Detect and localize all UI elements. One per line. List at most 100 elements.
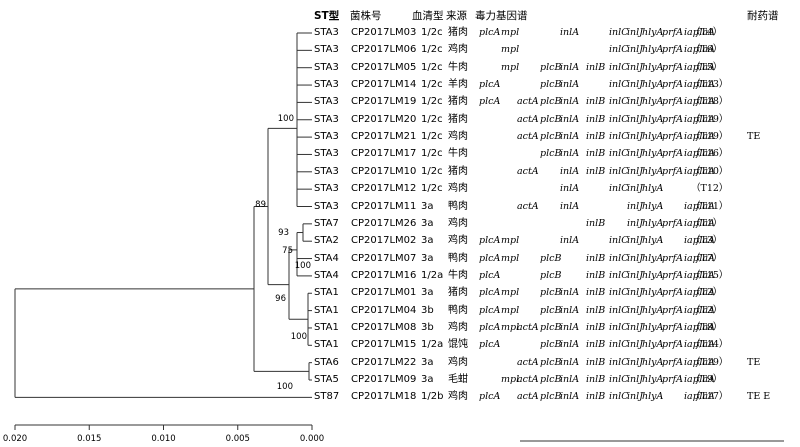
gene-inlc: inlC — [609, 131, 629, 143]
source-label: 猪肉 — [448, 96, 468, 108]
gene-plcb: plcB — [540, 61, 562, 73]
strain-label: CP2017LM12 — [351, 183, 417, 195]
gene-plca: plcA — [479, 269, 501, 281]
gene-inlc: inlC — [609, 321, 629, 333]
serotype-label: 3a — [421, 356, 434, 368]
serotype-label: 1/2c — [421, 61, 443, 73]
strain-label: CP2017LM26 — [351, 217, 417, 229]
type-label: （T18） — [691, 96, 729, 108]
gene-inlc: inlC — [609, 235, 629, 247]
serotype-label: 1/2a — [421, 269, 444, 281]
header-resistance: 耐药谱 — [747, 10, 779, 22]
gene-acta: actA — [517, 200, 539, 212]
gene-hlya: hlyA — [642, 183, 664, 195]
gene-plcb: plcB — [540, 148, 562, 160]
gene-flaa: flaA — [696, 269, 715, 281]
gene-iap: iap — [684, 252, 699, 264]
gene-inlj: inlJ — [627, 269, 644, 281]
gene-inlj: inlJ — [627, 391, 644, 403]
gene-inlb: inlB — [586, 252, 606, 264]
serotype-label: 3a — [421, 200, 434, 212]
gene-inlj: inlJ — [627, 217, 644, 229]
bootstrap-label: 100 — [276, 382, 293, 392]
strain-label: CP2017LM16 — [351, 269, 417, 281]
serotype-label: 3a — [421, 252, 434, 264]
bootstrap-label: 100 — [290, 332, 307, 342]
strain-label: CP2017LM11 — [351, 200, 417, 212]
type-label: （T12） — [691, 183, 729, 195]
strain-label: CP2017LM03 — [351, 27, 417, 38]
gene-plcb: plcB — [540, 113, 562, 125]
serotype-label: 1/2b — [421, 391, 444, 403]
header-strain: 菌株号 — [350, 10, 382, 22]
gene-flaa: flaA — [696, 96, 715, 108]
gene-inlj: inlJ — [627, 356, 644, 368]
strain-label: CP2017LM08 — [351, 321, 417, 333]
gene-plcb: plcB — [540, 304, 562, 316]
gene-prfa: prfA — [662, 27, 683, 38]
header-st: ST型 — [314, 10, 340, 22]
strain-label: CP2017LM04 — [351, 304, 417, 316]
gene-flaa: flaA — [696, 165, 715, 177]
gene-flaa: flaA — [696, 61, 715, 73]
gene-inlc: inlC — [609, 79, 629, 91]
st-label: ST87 — [314, 391, 340, 403]
gene-flaa: flaA — [696, 321, 715, 333]
gene-prfa: prfA — [662, 165, 683, 177]
st-label: STA1 — [314, 287, 339, 299]
gene-prfa: prfA — [662, 269, 683, 281]
gene-plca: plcA — [479, 391, 501, 403]
scale-tick-label: 0.000 — [299, 434, 325, 444]
strain-label: CP2017LM22 — [351, 356, 417, 368]
gene-acta: actA — [517, 391, 539, 403]
gene-inlb: inlB — [586, 287, 606, 299]
gene-plcb: plcB — [540, 269, 562, 281]
st-label: STA3 — [314, 113, 339, 125]
gene-iap: iap — [684, 287, 699, 299]
gene-inlc: inlC — [609, 287, 629, 299]
gene-plcb: plcB — [540, 287, 562, 299]
type-label: （T5） — [691, 61, 723, 73]
type-label: （T19） — [691, 356, 729, 368]
gene-iap: iap — [684, 44, 699, 56]
source-label: 羊肉 — [448, 79, 468, 91]
gene-inlb: inlB — [586, 148, 606, 160]
gene-inlj: inlJ — [627, 113, 644, 125]
type-label: （T15） — [691, 269, 729, 281]
gene-acta: actA — [517, 96, 539, 108]
gene-inlc: inlC — [609, 269, 629, 281]
gene-iap: iap — [684, 235, 699, 247]
st-label: STA3 — [314, 44, 339, 56]
type-label: （T2） — [691, 287, 723, 299]
gene-inlc: inlC — [609, 96, 629, 108]
gene-plcb: plcB — [540, 252, 562, 264]
gene-hlya: hlyA — [642, 131, 664, 143]
gene-inlb: inlB — [586, 96, 606, 108]
gene-iap: iap — [684, 61, 699, 73]
gene-mpl: mpl — [501, 252, 520, 264]
gene-hlya: hlyA — [642, 252, 664, 264]
gene-inlb: inlB — [586, 61, 606, 73]
serotype-label: 1/2c — [421, 131, 443, 143]
strain-label: CP2017LM18 — [351, 391, 417, 403]
gene-mpl: mpl — [501, 61, 520, 73]
gene-inlc: inlC — [609, 183, 629, 195]
gene-inla: inlA — [560, 287, 580, 299]
strain-label: CP2017LM01 — [351, 287, 417, 299]
gene-inlb: inlB — [586, 217, 606, 229]
gene-iap: iap — [684, 304, 699, 316]
gene-hlya: hlyA — [642, 321, 664, 333]
gene-iap: iap — [684, 96, 699, 108]
gene-inla: inlA — [560, 321, 580, 333]
gene-iap: iap — [684, 374, 699, 385]
bootstrap-label: 100 — [294, 261, 311, 271]
gene-plca: plcA — [479, 252, 501, 264]
source-label: 鸡肉 — [448, 183, 468, 195]
type-label: （T2） — [691, 304, 723, 316]
serotype-label: 3a — [421, 217, 434, 229]
gene-inlj: inlJ — [627, 44, 644, 56]
gene-prfa: prfA — [662, 321, 683, 333]
gene-flaa: flaA — [696, 217, 715, 229]
gene-hlya: hlyA — [642, 61, 664, 73]
st-label: STA3 — [314, 165, 339, 177]
